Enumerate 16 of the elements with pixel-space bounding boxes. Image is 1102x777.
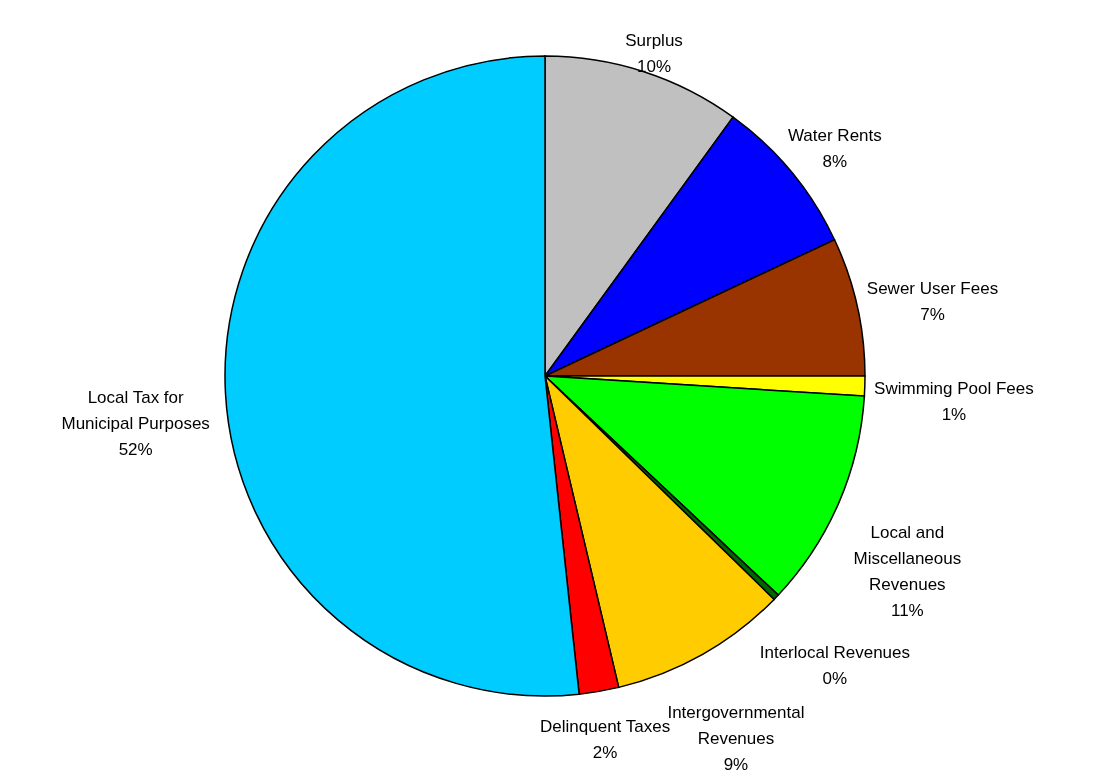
slice-label: Local Tax for Municipal Purposes [61,387,210,433]
slice-label: Sewer User Fees [866,279,999,299]
data-label: 10% [636,56,672,76]
slice-label: Local and Miscellaneous Revenues [853,522,962,594]
data-label: 1% [941,404,967,424]
slice-label: Swimming Pool Fees [874,378,1034,398]
slice-label: Surplus [625,30,683,50]
data-label: 7% [920,305,945,325]
slice-label: Interlocal Revenues [759,643,911,663]
data-label: 52% [118,439,153,459]
data-label: 11% [890,600,924,620]
data-label: 2% [592,742,618,762]
slice-label: Water Rents [787,126,882,146]
data-label: 9% [723,755,749,775]
data-label: 0% [822,669,848,689]
data-label: 8% [822,152,848,172]
